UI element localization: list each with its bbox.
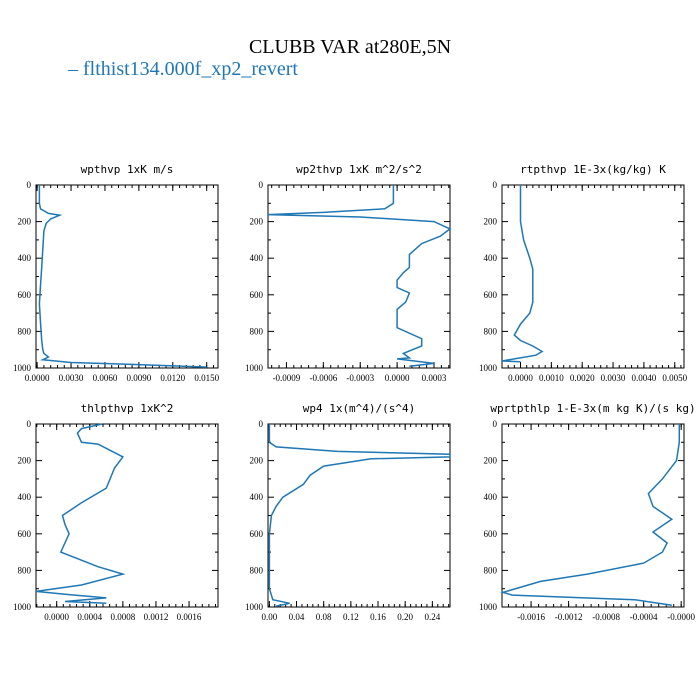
y-tick-label: 600 [484,290,498,300]
x-tick-label: -0.0009 [273,373,301,383]
x-tick-label: -0.0000 [667,612,695,622]
y-tick-label: 400 [484,253,498,263]
y-tick-label: 1000 [479,602,498,612]
x-tick-label: 0.04 [289,612,305,622]
y-tick-label: 200 [484,456,498,466]
x-tick-label: 0.0050 [662,373,687,383]
y-tick-label: 800 [484,326,498,336]
y-tick-label: 1000 [245,363,264,373]
plot-frame [35,184,219,369]
y-tick-label: 0 [27,419,32,429]
chart-title: CLUBB VAR at280E,5N [248,36,452,58]
y-tick-label: 200 [18,217,32,227]
y-tick-label: 400 [18,253,32,263]
subplot-title: wp4 1x(m^4)/(s^4) [303,402,416,415]
series-line [38,185,207,368]
y-tick-label: 400 [250,492,264,502]
plot-frame [267,184,451,369]
subplot-title: wprtpthlp 1-E-3x(m kg K)/(s kg) [490,402,695,415]
subplot-title: wp2thvp 1xK m^2/s^2 [296,163,422,176]
x-tick-label: 0.0000 [25,373,50,383]
y-tick-label: 400 [18,492,32,502]
x-tick-label: -0.0004 [630,612,658,622]
y-tick-label: 800 [484,565,498,575]
subplot-4: thlpthvp 1xK^2 0 200 400 600 800 1000 0.0000 0.0… [13,402,219,622]
y-tick-label: 800 [18,326,32,336]
x-tick-label: 0.0000 [44,612,69,622]
series-line [500,424,681,606]
subplot-6: wprtpthlp 1-E-3x(m kg K)/(s kg) 0 200 400 60… [479,402,696,622]
series-line [267,185,452,367]
y-tick-label: 1000 [13,602,32,612]
x-tick-label: 0.0020 [570,373,595,383]
x-tick-label: -0.0008 [592,612,620,622]
x-tick-label: 0.0000 [385,373,410,383]
plot-frame [501,423,685,608]
x-tick-label: 0.0030 [59,373,84,383]
y-tick-label: 0 [259,180,264,190]
x-tick-label: 0.0150 [194,373,219,383]
x-tick-label: 0.0030 [601,373,626,383]
x-tick-label: 0.08 [316,612,332,622]
x-tick-label: 0.20 [397,612,413,622]
x-tick-label: 0.0090 [126,373,151,383]
y-tick-label: 0 [259,419,264,429]
y-tick-label: 0 [493,180,498,190]
x-tick-label: -0.0012 [555,612,583,622]
y-tick-label: 200 [484,217,498,227]
y-tick-label: 0 [493,419,498,429]
x-tick-label: 0.0008 [110,612,135,622]
x-tick-label: 0.0004 [77,612,102,622]
subplot-title: wpthvp 1xK m/s [81,163,174,176]
y-tick-label: 400 [250,253,264,263]
y-tick-label: 200 [250,456,264,466]
x-tick-label: 0.0012 [144,612,169,622]
y-tick-label: 600 [18,290,32,300]
x-tick-label: 0.12 [343,612,359,622]
series-line [501,185,544,363]
x-tick-label: 0.0120 [160,373,185,383]
y-tick-label: 200 [18,456,32,466]
y-tick-label: 600 [18,529,32,539]
x-tick-label: 0.00 [261,612,277,622]
legend-entry: – flthist134.000f_xp2_revert [68,58,298,80]
y-tick-label: 800 [18,565,32,575]
y-tick-label: 0 [27,180,32,190]
subplot-title: thlpthvp 1xK^2 [81,402,174,415]
x-tick-label: 0.0016 [177,612,202,622]
y-tick-label: 800 [250,565,264,575]
x-tick-label: 0.0060 [93,373,118,383]
x-tick-label: 0.0003 [422,373,447,383]
plot-frame [501,184,685,369]
y-tick-label: 1000 [479,363,498,373]
x-tick-label: 0.0010 [539,373,564,383]
y-tick-label: 1000 [13,363,32,373]
y-tick-label: 800 [250,326,264,336]
series-line [35,423,126,605]
x-tick-label: -0.0016 [517,612,545,622]
y-tick-label: 1000 [245,602,264,612]
y-tick-label: 600 [484,529,498,539]
y-tick-label: 600 [250,529,264,539]
x-tick-label: 0.0040 [632,373,657,383]
subplot-2: wp2thvp 1xK m^2/s^2 0 200 400 600 800 1000 -0.0… [245,163,452,383]
x-tick-label: 0.0000 [508,373,533,383]
x-tick-label: -0.0006 [309,373,337,383]
y-tick-label: 400 [484,492,498,502]
series-line [268,424,451,607]
subplot-title: rtpthvp 1E-3x(kg/kg) K [520,163,666,176]
x-tick-label: -0.0003 [346,373,374,383]
y-tick-label: 200 [250,217,264,227]
y-tick-label: 600 [250,290,264,300]
x-tick-label: 0.24 [424,612,440,622]
x-tick-label: 0.16 [370,612,386,622]
subplot-3: rtpthvp 1E-3x(kg/kg) K 0 200 400 600 800 1000 0… [479,163,688,383]
